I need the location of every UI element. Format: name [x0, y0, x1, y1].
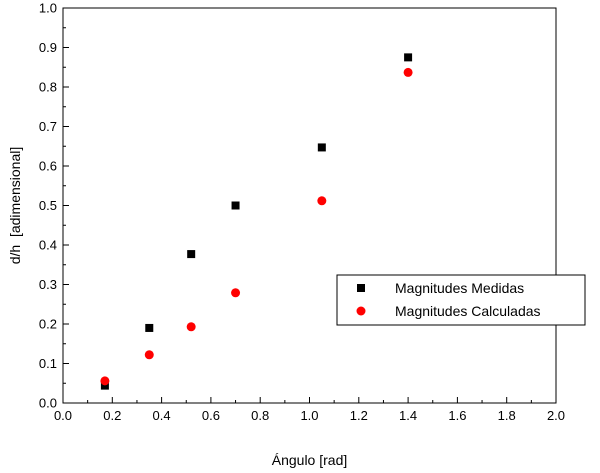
y-tick-label: 0.7	[39, 119, 57, 134]
y-axis: 0.0 0.1 0.2 0.3 0.4 0.5 0.6 0.7 0.8 0.9 1.0	[39, 1, 69, 411]
series-calculated	[100, 67, 413, 386]
measured-point	[231, 201, 240, 210]
calculated-point	[231, 288, 241, 298]
x-tick-label: 1.4	[399, 408, 417, 423]
measured-point	[404, 53, 413, 62]
x-tick-label: 2.0	[547, 408, 565, 423]
x-tick-label: 1.6	[448, 408, 466, 423]
y-tick-label: 0.8	[39, 80, 57, 95]
y-tick-label: 0.4	[39, 238, 57, 253]
calculated-point	[100, 376, 110, 386]
legend: Magnitudes Medidas Magnitudes Calculadas	[336, 274, 586, 326]
x-tick-label: 0.6	[202, 408, 220, 423]
y-tick-label: 0.2	[39, 317, 57, 332]
calculated-point	[186, 322, 196, 332]
x-axis-title: Ángulo [rad]	[272, 452, 348, 468]
y-tick-label: 0.9	[39, 40, 57, 55]
measured-point	[100, 381, 109, 390]
y-axis-title: d/h [adimensional]	[7, 147, 23, 265]
x-tick-label: 0.4	[153, 408, 171, 423]
calculated-point	[317, 196, 327, 206]
plot-frame	[62, 7, 557, 404]
x-tick-label: 1.8	[498, 408, 516, 423]
series-layer	[100, 53, 413, 390]
x-tick-label: 1.2	[350, 408, 368, 423]
series-measured	[100, 53, 413, 390]
measured-point	[187, 250, 196, 259]
y-tick-label: 0.1	[39, 356, 57, 371]
y-tick-label: 0.0	[39, 396, 57, 411]
plot-area	[62, 7, 557, 404]
legend-marker-calculated	[356, 306, 366, 316]
measured-point	[145, 323, 154, 332]
x-tick-label: 0.0	[54, 408, 72, 423]
measured-point	[317, 143, 326, 152]
legend-label-calculated: Magnitudes Calculadas	[395, 303, 541, 319]
legend-label-measured: Magnitudes Medidas	[395, 280, 524, 296]
x-tick-label: 1.0	[300, 408, 318, 423]
x-tick-label: 0.2	[103, 408, 121, 423]
legend-marker-measured	[357, 284, 365, 292]
y-tick-label: 1.0	[39, 1, 57, 16]
y-tick-label: 0.6	[39, 159, 57, 174]
x-axis: 0.0 0.2 0.4 0.6 0.8 1.0 1.2 1.4 1.6 1.8 2.0	[54, 397, 565, 423]
calculated-point	[403, 67, 413, 77]
calculated-point	[144, 350, 154, 360]
legend-box	[336, 274, 586, 326]
x-tick-label: 0.8	[251, 408, 269, 423]
y-tick-label: 0.3	[39, 277, 57, 292]
y-tick-label: 0.5	[39, 198, 57, 213]
